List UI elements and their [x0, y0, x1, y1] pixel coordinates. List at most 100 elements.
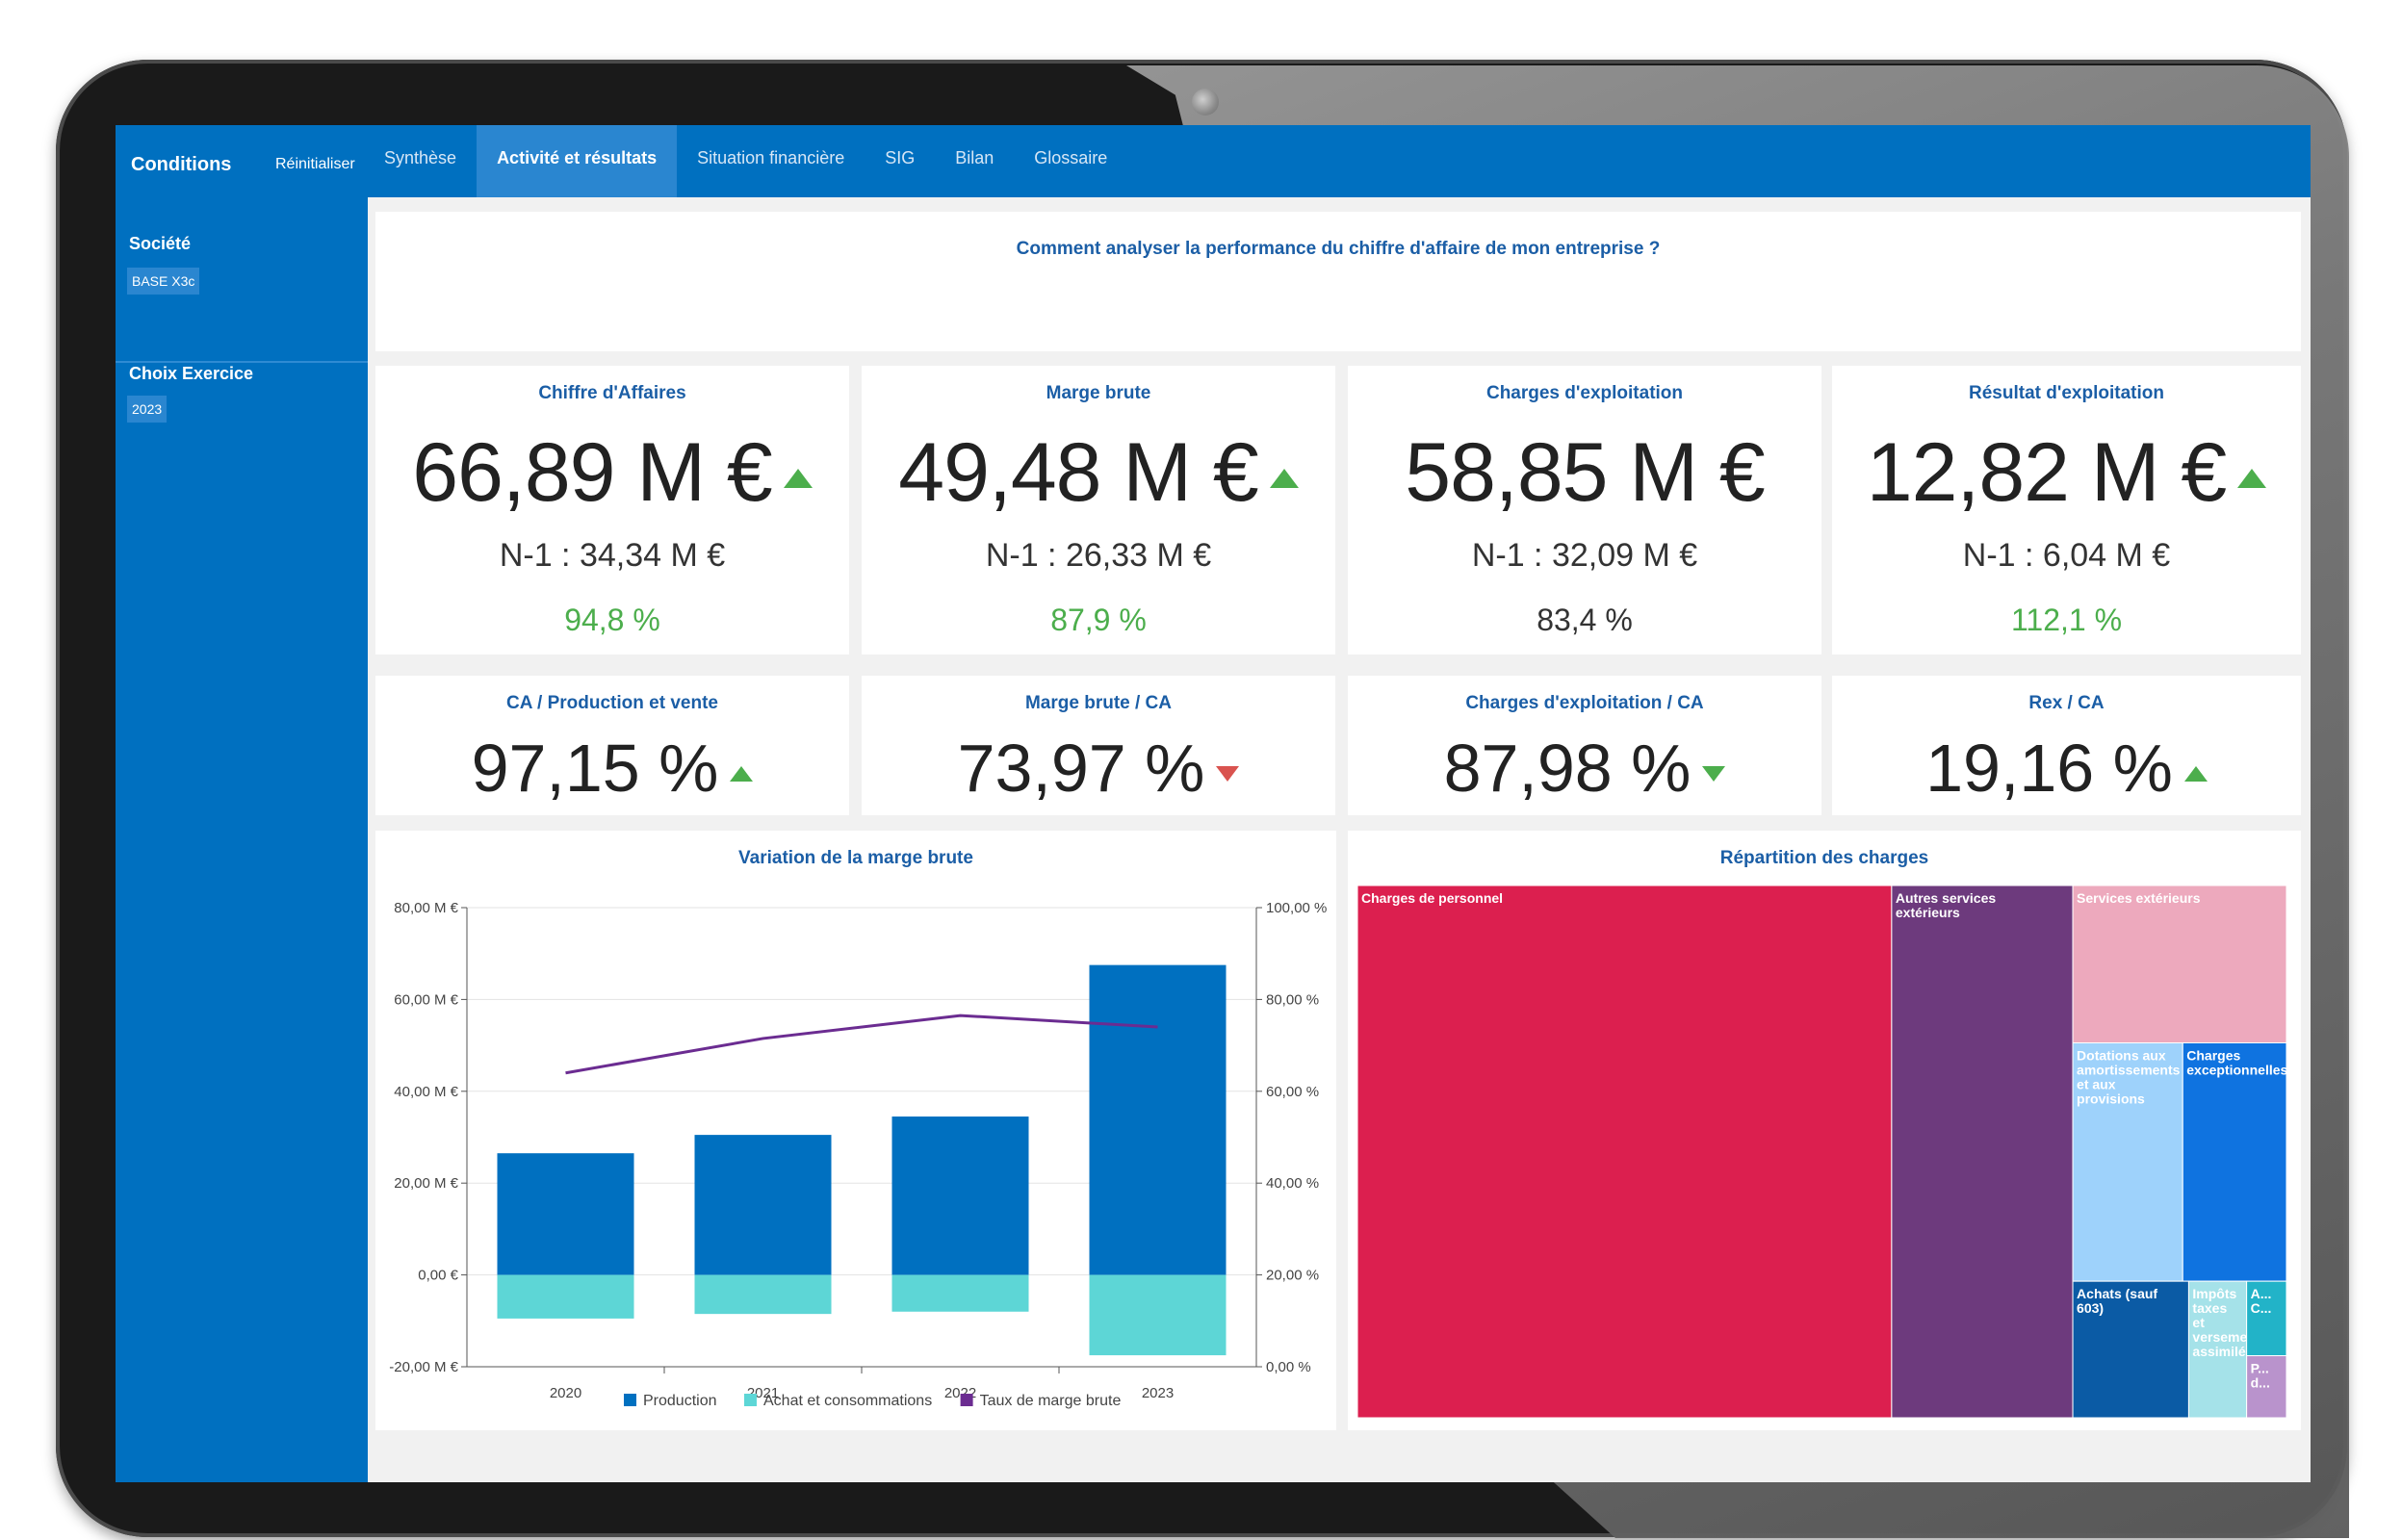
treemap-label: amortissements: [2077, 1062, 2181, 1077]
kpi-previous: N-1 : 26,33 M €: [985, 537, 1212, 574]
ratio-card: Rex / CA 19,16 %: [1832, 676, 2301, 815]
kpi-value: 66,89 M €: [412, 426, 772, 519]
treemap-label: Impôts: [2192, 1286, 2236, 1301]
ratio-value: 73,97 %: [957, 731, 1205, 806]
bar-production: [694, 1135, 832, 1275]
y2-tick-label: 100,00 %: [1266, 900, 1327, 916]
kpi-title: Résultat d'exploitation: [1969, 383, 2164, 403]
ratio-value: 87,98 %: [1443, 731, 1692, 806]
legend-label: Achat et consommations: [763, 1393, 932, 1409]
bar-achats: [1089, 1274, 1227, 1356]
ratio-value: 97,15 %: [471, 731, 719, 806]
treemap-label: d...: [2251, 1375, 2270, 1391]
ratio-title: Marge brute / CA: [1024, 693, 1173, 713]
treemap-cell: [2072, 1280, 2189, 1419]
kpi-previous: N-1 : 6,04 M €: [1962, 537, 2171, 574]
kpi-value-row: 49,48 M €: [862, 425, 1335, 521]
treemap-cell: [2246, 1355, 2287, 1419]
y-tick-label: 40,00 M €: [394, 1084, 458, 1100]
legend-swatch: [960, 1394, 973, 1406]
bar-achats: [694, 1274, 832, 1315]
treemap-label: extérieurs: [1896, 905, 1960, 920]
treemap-cell: [2072, 1041, 2183, 1282]
reset-button[interactable]: Réinitialiser: [275, 156, 355, 172]
ratio-value-row: 19,16 %: [1832, 730, 2301, 807]
kpi-change: 112,1 %: [2010, 603, 2123, 637]
tab-activite-resultats[interactable]: Activité et résultats: [477, 125, 678, 197]
filters-sidebar: Société BASE X3c Choix Exercice 2023: [116, 197, 368, 1482]
ratio-value-row: 87,98 %: [1348, 730, 1821, 807]
y2-tick-label: 0,00 %: [1266, 1359, 1311, 1375]
tab-situation-financiere[interactable]: Situation financière: [697, 148, 845, 167]
treemap-label: Dotations aux: [2077, 1047, 2166, 1063]
trend-up-icon: [2183, 765, 2208, 782]
legend-label: Production: [643, 1393, 717, 1409]
y2-tick-label: 60,00 %: [1266, 1084, 1319, 1100]
question-text: Comment analyser la performance du chiff…: [1016, 239, 1661, 259]
app-screen: Conditions Réinitialiser Synthèse Activi…: [116, 125, 2311, 1482]
treemap-cell: [2072, 885, 2287, 1043]
tab-bilan[interactable]: Bilan: [955, 148, 994, 167]
tab-glossaire[interactable]: Glossaire: [1034, 148, 1108, 167]
treemap-label: et: [2192, 1315, 2205, 1330]
treemap-label: 603): [2077, 1300, 2104, 1316]
exercice-filter-chip[interactable]: 2023: [127, 396, 168, 423]
treemap-cell: [2187, 1280, 2248, 1419]
treemap-label: exceptionnelles: [2186, 1062, 2287, 1077]
x-tick-label: 2020: [550, 1385, 581, 1401]
treemap-label: Achats (sauf: [2077, 1286, 2157, 1301]
trend-up-icon: [1269, 469, 1299, 489]
marge-brute-chart: 80,00 M € 60,00 M € 40,00 M € 20,00 M € 0,00…: [389, 900, 1327, 1409]
treemap-label: A...: [2251, 1286, 2272, 1301]
chart-title: Répartition des charges: [1719, 848, 1929, 868]
kpi-card: Résultat d'exploitation 12,82 M € N-1 : …: [1832, 366, 2301, 654]
kpi-value: 49,48 M €: [898, 426, 1258, 519]
ratio-card: Charges d'exploitation / CA 87,98 %: [1348, 676, 1821, 815]
y2-tick-label: 80,00 %: [1266, 991, 1319, 1008]
tab-sig[interactable]: SIG: [885, 148, 916, 167]
y-tick-label: 60,00 M €: [394, 991, 458, 1008]
exercice-label: Choix Exercice: [129, 364, 254, 383]
societe-filter-chip[interactable]: BASE X3c: [127, 268, 200, 295]
trend-up-icon: [2237, 469, 2267, 489]
ratio-title: Rex / CA: [2028, 693, 2105, 713]
treemap-label: Charges: [2186, 1047, 2240, 1063]
trend-down-icon: [1702, 765, 1726, 782]
chart-title: Variation de la marge brute: [738, 848, 973, 868]
kpi-change: 83,4 %: [1537, 603, 1633, 637]
bar-production: [891, 1116, 1029, 1275]
sidebar-divider: [116, 361, 368, 363]
repartition-charges-panel: Répartition des charges Charges de perso…: [1348, 831, 2301, 1430]
bar-production: [497, 1153, 634, 1275]
line-taux-marge: [565, 1014, 1158, 1075]
ratio-card: Marge brute / CA 73,97 %: [862, 676, 1335, 815]
ratio-title: Charges d'exploitation / CA: [1465, 693, 1704, 713]
top-navigation-bar: Conditions Réinitialiser Synthèse Activi…: [116, 125, 2311, 197]
treemap-label: et aux: [2077, 1076, 2116, 1091]
question-panel: Comment analyser la performance du chiff…: [375, 212, 2301, 351]
kpi-previous: N-1 : 34,34 M €: [499, 537, 726, 574]
ratio-value-row: 97,15 %: [375, 730, 849, 807]
kpi-change: 94,8 %: [564, 603, 660, 637]
trend-down-icon: [1216, 765, 1240, 782]
kpi-value: 12,82 M €: [1866, 426, 2227, 519]
conditions-title: Conditions: [131, 154, 232, 175]
kpi-title: Charges d'exploitation: [1485, 383, 1684, 403]
kpi-card: Charges d'exploitation 58,85 M € N-1 : 3…: [1348, 366, 1821, 654]
treemap-label: provisions: [2077, 1091, 2145, 1106]
y-tick-label: 80,00 M €: [394, 900, 458, 916]
ratio-title: CA / Production et vente: [506, 693, 718, 713]
trend-up-icon: [783, 469, 813, 489]
kpi-card: Chiffre d'Affaires 66,89 M € N-1 : 34,34…: [375, 366, 849, 654]
tab-synthese[interactable]: Synthèse: [384, 148, 457, 167]
y-tick-label: -20,00 M €: [389, 1359, 458, 1375]
y-tick-label: 20,00 M €: [394, 1175, 458, 1192]
kpi-title: Marge brute: [1046, 383, 1151, 403]
bar-production: [1089, 964, 1227, 1275]
kpi-value-row: 66,89 M €: [375, 425, 849, 521]
societe-label: Société: [129, 234, 192, 253]
treemap-label: Charges de personnel: [1361, 890, 1503, 906]
bar-achats: [891, 1274, 1029, 1312]
repartition-charges-treemap: Charges de personnel Autres servicesextér…: [1356, 885, 2288, 1419]
treemap-label: Autres services: [1896, 890, 1997, 906]
